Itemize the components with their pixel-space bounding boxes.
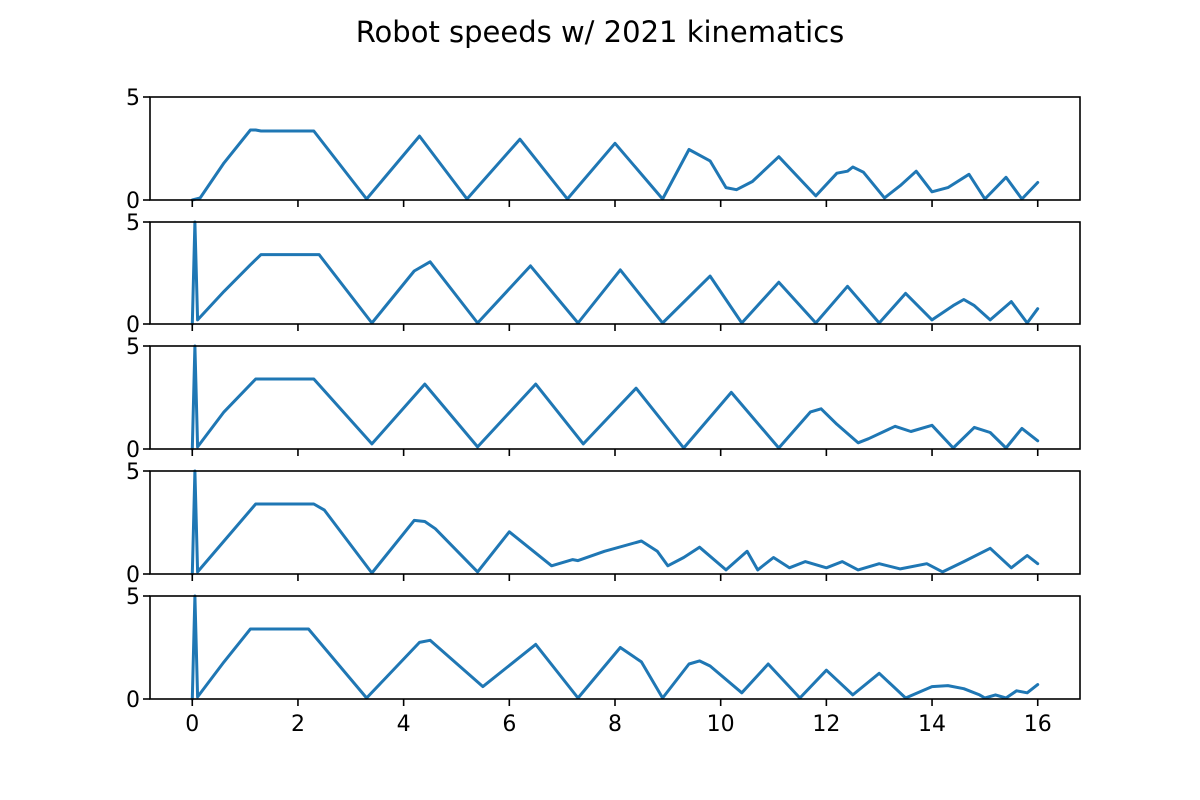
x-tick-label-4: 4 xyxy=(397,712,411,737)
y-tick-label-3-5: 5 xyxy=(126,335,140,360)
x-tick-label-6: 6 xyxy=(502,712,516,737)
y-tick-label-5-5: 5 xyxy=(126,585,140,610)
series-line-4 xyxy=(190,469,1040,576)
subplot-5: 0 5 0 2 4 6 8 10 12 14 16 xyxy=(126,585,1081,737)
y-tick-label-2-5: 5 xyxy=(126,211,140,236)
x-tick-label-0: 0 xyxy=(185,712,199,737)
subplot-2: 05 xyxy=(126,211,1081,338)
subplot-4: 05 xyxy=(126,460,1081,588)
chart-title: Robot speeds w/ 2021 kinematics xyxy=(356,15,845,49)
x-tick-label-16: 16 xyxy=(1024,712,1052,737)
x-tick-label-2: 2 xyxy=(291,712,305,737)
y-tick-label-4-5: 5 xyxy=(126,460,140,485)
subplot-3: 05 xyxy=(126,335,1081,463)
y-tick-label-1-0: 0 xyxy=(126,189,140,214)
y-tick-label-4-0: 0 xyxy=(126,563,140,588)
axes-frame-5 xyxy=(149,595,1081,700)
x-tick-label-10: 10 xyxy=(707,712,735,737)
axes-frame-2 xyxy=(149,221,1081,325)
series-line-1 xyxy=(190,128,1040,202)
x-tick-label-8: 8 xyxy=(608,712,622,737)
y-tick-label-1-5: 5 xyxy=(126,86,140,111)
y-tick-label-5-0: 0 xyxy=(126,688,140,713)
subplot-1: 05 xyxy=(126,86,1081,214)
y-tick-label-3-0: 0 xyxy=(126,438,140,463)
series-line-5 xyxy=(190,594,1040,701)
series-line-2 xyxy=(190,220,1040,326)
x-tick-label-14: 14 xyxy=(918,712,946,737)
axes-frame-4 xyxy=(149,470,1081,575)
y-tick-label-2-0: 0 xyxy=(126,313,140,338)
axes-frame-1 xyxy=(149,96,1081,201)
x-tick-label-12: 12 xyxy=(812,712,840,737)
series-line-3 xyxy=(190,344,1040,451)
